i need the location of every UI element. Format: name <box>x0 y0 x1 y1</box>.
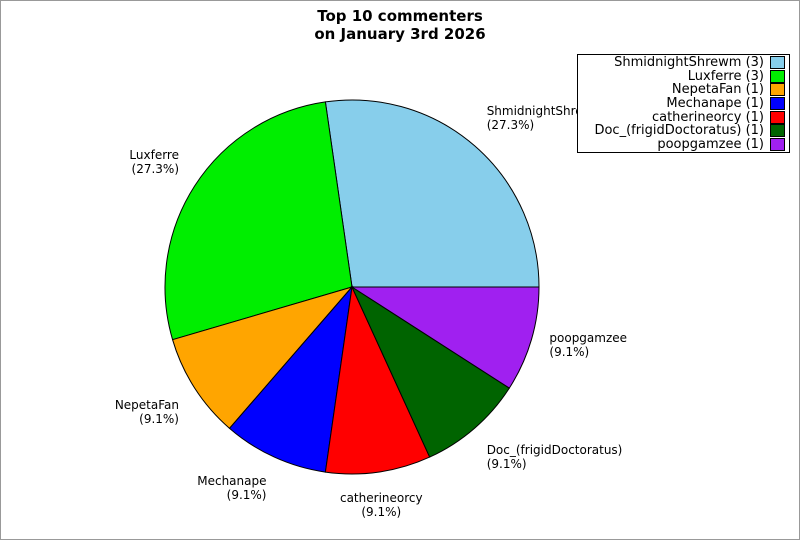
slice-label-name: catherineorcy <box>339 490 423 505</box>
slice-label-name: Doc_(frigidDoctoratus) <box>486 442 623 457</box>
slice-label-percent: (9.1%) <box>361 504 402 519</box>
pie-slice-Luxferre <box>164 101 353 341</box>
pie-slice-Doc_(frigidDoctoratus) <box>350 285 511 458</box>
legend-swatch-catherineorcy <box>770 110 785 124</box>
pie-slice-Mechanape <box>228 285 353 473</box>
chart-title: Top 10 commenters on January 3rd 2026 <box>1 7 799 43</box>
slice-label-Doc_(frigidDoctoratus): Doc_(frigidDoctoratus) (9.1%) <box>487 443 623 471</box>
pie-slice-NepetaFan <box>171 286 354 430</box>
slice-label-name: NepetaFan <box>114 398 179 413</box>
legend-swatch-Doc_(frigidDoctoratus) <box>770 124 785 138</box>
legend-label: NepetaFan (1) <box>671 82 764 98</box>
slice-label-name: poopgamzee <box>549 331 628 345</box>
legend-label: Doc_(frigidDoctoratus) (1) <box>594 123 764 139</box>
legend-swatch-poopgamzee <box>770 137 785 151</box>
legend-label: Mechanape (1) <box>666 96 764 111</box>
slice-label-name: Mechanape <box>197 474 267 489</box>
pie-slice-ShmidnightShrewm <box>324 99 540 288</box>
chart-title-line2: on January 3rd 2026 <box>314 25 486 43</box>
slice-label-percent: (9.1%) <box>139 412 179 427</box>
slice-label-name: Luxferre <box>129 147 179 162</box>
chart-title-line1: Top 10 commenters <box>317 7 483 25</box>
legend-swatch-NepetaFan <box>770 83 785 97</box>
legend-label: poopgamzee (1) <box>657 136 764 152</box>
legend-swatch-ShmidnightShrewm <box>770 56 785 70</box>
slice-label-name: ShmidnightShrewm <box>486 103 605 118</box>
slice-label-catherineorcy: catherineorcy (9.1%) <box>340 491 423 519</box>
legend-row-Doc_(frigidDoctoratus): Doc_(frigidDoctoratus) (1) <box>580 124 785 138</box>
legend-row-ShmidnightShrewm: ShmidnightShrewm (3) <box>580 56 785 70</box>
pie-slice-catherineorcy <box>324 285 431 475</box>
legend-swatch-Luxferre <box>770 69 785 83</box>
legend-row-Mechanape: Mechanape (1) <box>580 97 785 111</box>
slice-label-percent: (27.3%) <box>486 117 535 132</box>
slice-label-percent: (9.1%) <box>226 488 267 503</box>
slice-label-percent: (9.1%) <box>486 456 527 471</box>
legend: ShmidnightShrewm (3) Luxferre (3) NepetaFa… <box>577 54 790 153</box>
legend-row-poopgamzee: poopgamzee (1) <box>580 137 785 151</box>
slice-label-percent: (27.3%) <box>131 161 179 176</box>
legend-swatch-Mechanape <box>770 97 785 110</box>
slice-label-NepetaFan: NepetaFan (9.1%) <box>115 398 179 426</box>
legend-row-catherineorcy: catherineorcy (1) <box>580 110 785 124</box>
legend-label: Luxferre (3) <box>687 68 764 84</box>
slice-label-Mechanape: Mechanape (9.1%) <box>197 474 266 502</box>
legend-row-Luxferre: Luxferre (3) <box>580 68 785 84</box>
pie-slice-poopgamzee <box>350 286 540 389</box>
legend-label: ShmidnightShrewm (3) <box>614 55 764 71</box>
slice-label-percent: (9.1%) <box>549 345 590 359</box>
slice-label-Luxferre: Luxferre (27.3%) <box>129 148 179 176</box>
slice-label-ShmidnightShrewm: ShmidnightShrewm (27.3%) <box>487 104 605 132</box>
slice-label-poopgamzee: poopgamzee (9.1%) <box>549 331 627 359</box>
legend-row-NepetaFan: NepetaFan (1) <box>580 83 785 97</box>
legend-label: catherineorcy (1) <box>651 109 764 125</box>
